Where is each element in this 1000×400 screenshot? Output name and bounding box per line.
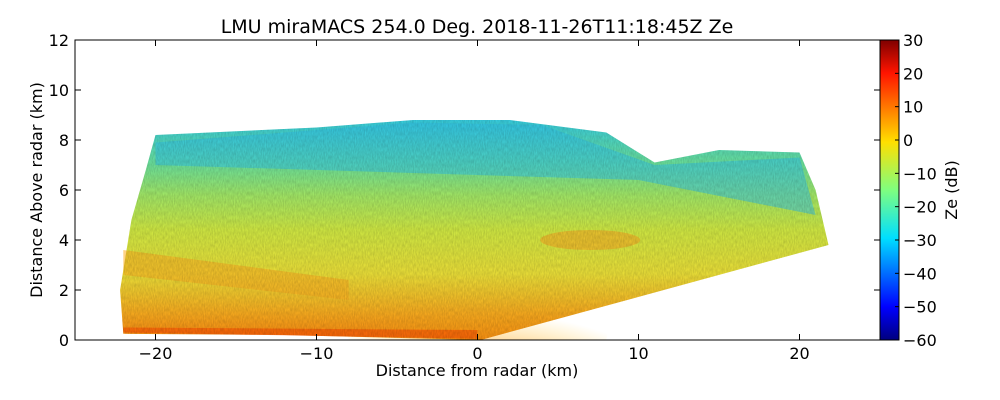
y-tick-label: 4	[59, 231, 69, 250]
y-tick-label: 0	[59, 331, 69, 350]
chart-title: LMU miraMACS 254.0 Deg. 2018-11-26T11:18…	[221, 16, 734, 38]
colorbar	[879, 39, 900, 341]
x-axis-title: Distance from radar (km)	[376, 361, 579, 380]
y-tick-label: 8	[59, 131, 69, 150]
colorbar-label: Ze (dB)	[942, 160, 961, 220]
colorbar-tick-label: 10	[903, 98, 923, 117]
x-tick-label: 10	[628, 344, 648, 363]
y-axis: 0 2 4 6 8 10 12	[49, 31, 880, 350]
colorbar-tick-label: −60	[903, 331, 937, 350]
x-tick-label: −10	[300, 344, 334, 363]
x-axis: −20 −10 0 10 20	[139, 40, 810, 363]
y-tick-label: 10	[49, 81, 69, 100]
y-tick-label: 6	[59, 181, 69, 200]
colorbar-tick-label: 20	[903, 64, 923, 83]
colorbar-tick-label: 0	[903, 131, 913, 150]
y-tick-label: 2	[59, 281, 69, 300]
colorbar-tick-label: −10	[903, 164, 937, 183]
colorbar-tick-label: 30	[903, 31, 923, 50]
colorbar-tick-label: −20	[903, 198, 937, 217]
colorbar-tick-label: −50	[903, 298, 937, 317]
y-tick-label: 12	[49, 31, 69, 50]
speckle-texture	[120, 120, 829, 340]
colorbar-tick-label: −40	[903, 264, 937, 283]
y-axis-title: Distance Above radar (km)	[27, 82, 46, 298]
x-tick-label: 20	[789, 344, 809, 363]
x-tick-label: 0	[472, 344, 482, 363]
colorbar-tick-label: −30	[903, 231, 937, 250]
reflectivity-field	[120, 120, 829, 340]
x-tick-label: −20	[139, 344, 173, 363]
colorbar-axis: 30 20 10 0 −10 −20 −30 −40 −50 −60	[895, 31, 937, 350]
